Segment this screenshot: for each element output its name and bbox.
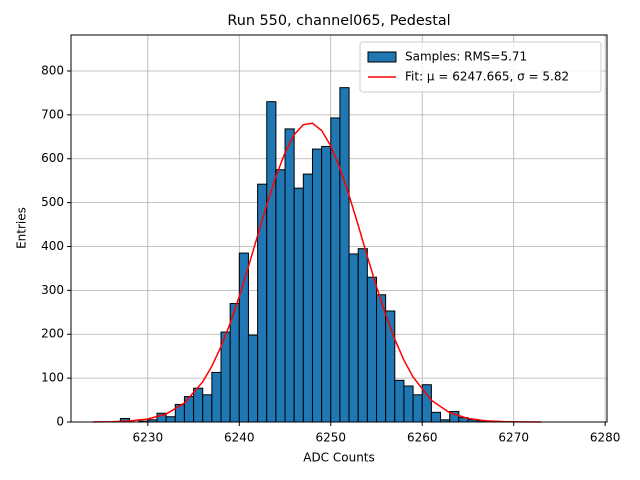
bar [275,169,286,423]
bar [412,394,423,423]
bar [193,387,204,423]
legend-label: Samples: RMS=5.71 [405,50,527,64]
y-tick-label: 300 [41,283,64,297]
bar [348,253,359,423]
x-tick-label: 6240 [224,431,255,445]
bar [376,294,387,423]
y-tick-label: 100 [41,371,64,385]
bar [394,379,405,423]
plot-frame [70,34,608,423]
y-tick-label: 600 [41,151,64,165]
bar [302,173,313,423]
x-tick-label: 6280 [590,431,621,445]
bar [403,385,414,423]
legend: Samples: RMS=5.71 Fit: μ = 6247.665, σ = … [359,41,602,93]
y-tick-label: 500 [41,195,64,209]
y-tick-label: 700 [41,107,64,121]
legend-label: Fit: μ = 6247.665, σ = 5.82 [405,70,569,84]
y-tick-label: 0 [56,415,64,429]
legend-box [359,41,602,93]
bar [366,276,378,423]
bar [284,128,295,423]
bar [220,331,231,423]
x-tick-label: 6230 [133,431,164,445]
chart-title: Run 550, channel065, Pedestal [227,13,450,29]
bar [430,411,442,423]
bar [247,334,259,423]
y-axis-label: Entries [15,207,29,249]
bar [321,145,332,423]
bar [202,394,213,423]
x-tick-label: 6270 [498,431,529,445]
fit-line [92,122,542,423]
legend-swatch [367,51,397,63]
bar [238,252,249,423]
y-tick-label: 800 [41,63,64,77]
x-axis-label: ADC Counts [303,451,375,465]
bar [357,248,368,423]
bar [165,416,176,423]
bar [311,148,323,423]
x-tick-label: 6250 [315,431,346,445]
bar [211,371,222,423]
bar [293,187,304,423]
bar [266,101,277,423]
y-tick-label: 400 [41,239,64,253]
y-tick-label: 200 [41,327,64,341]
bar [339,87,350,423]
x-tick-label: 6260 [407,431,438,445]
